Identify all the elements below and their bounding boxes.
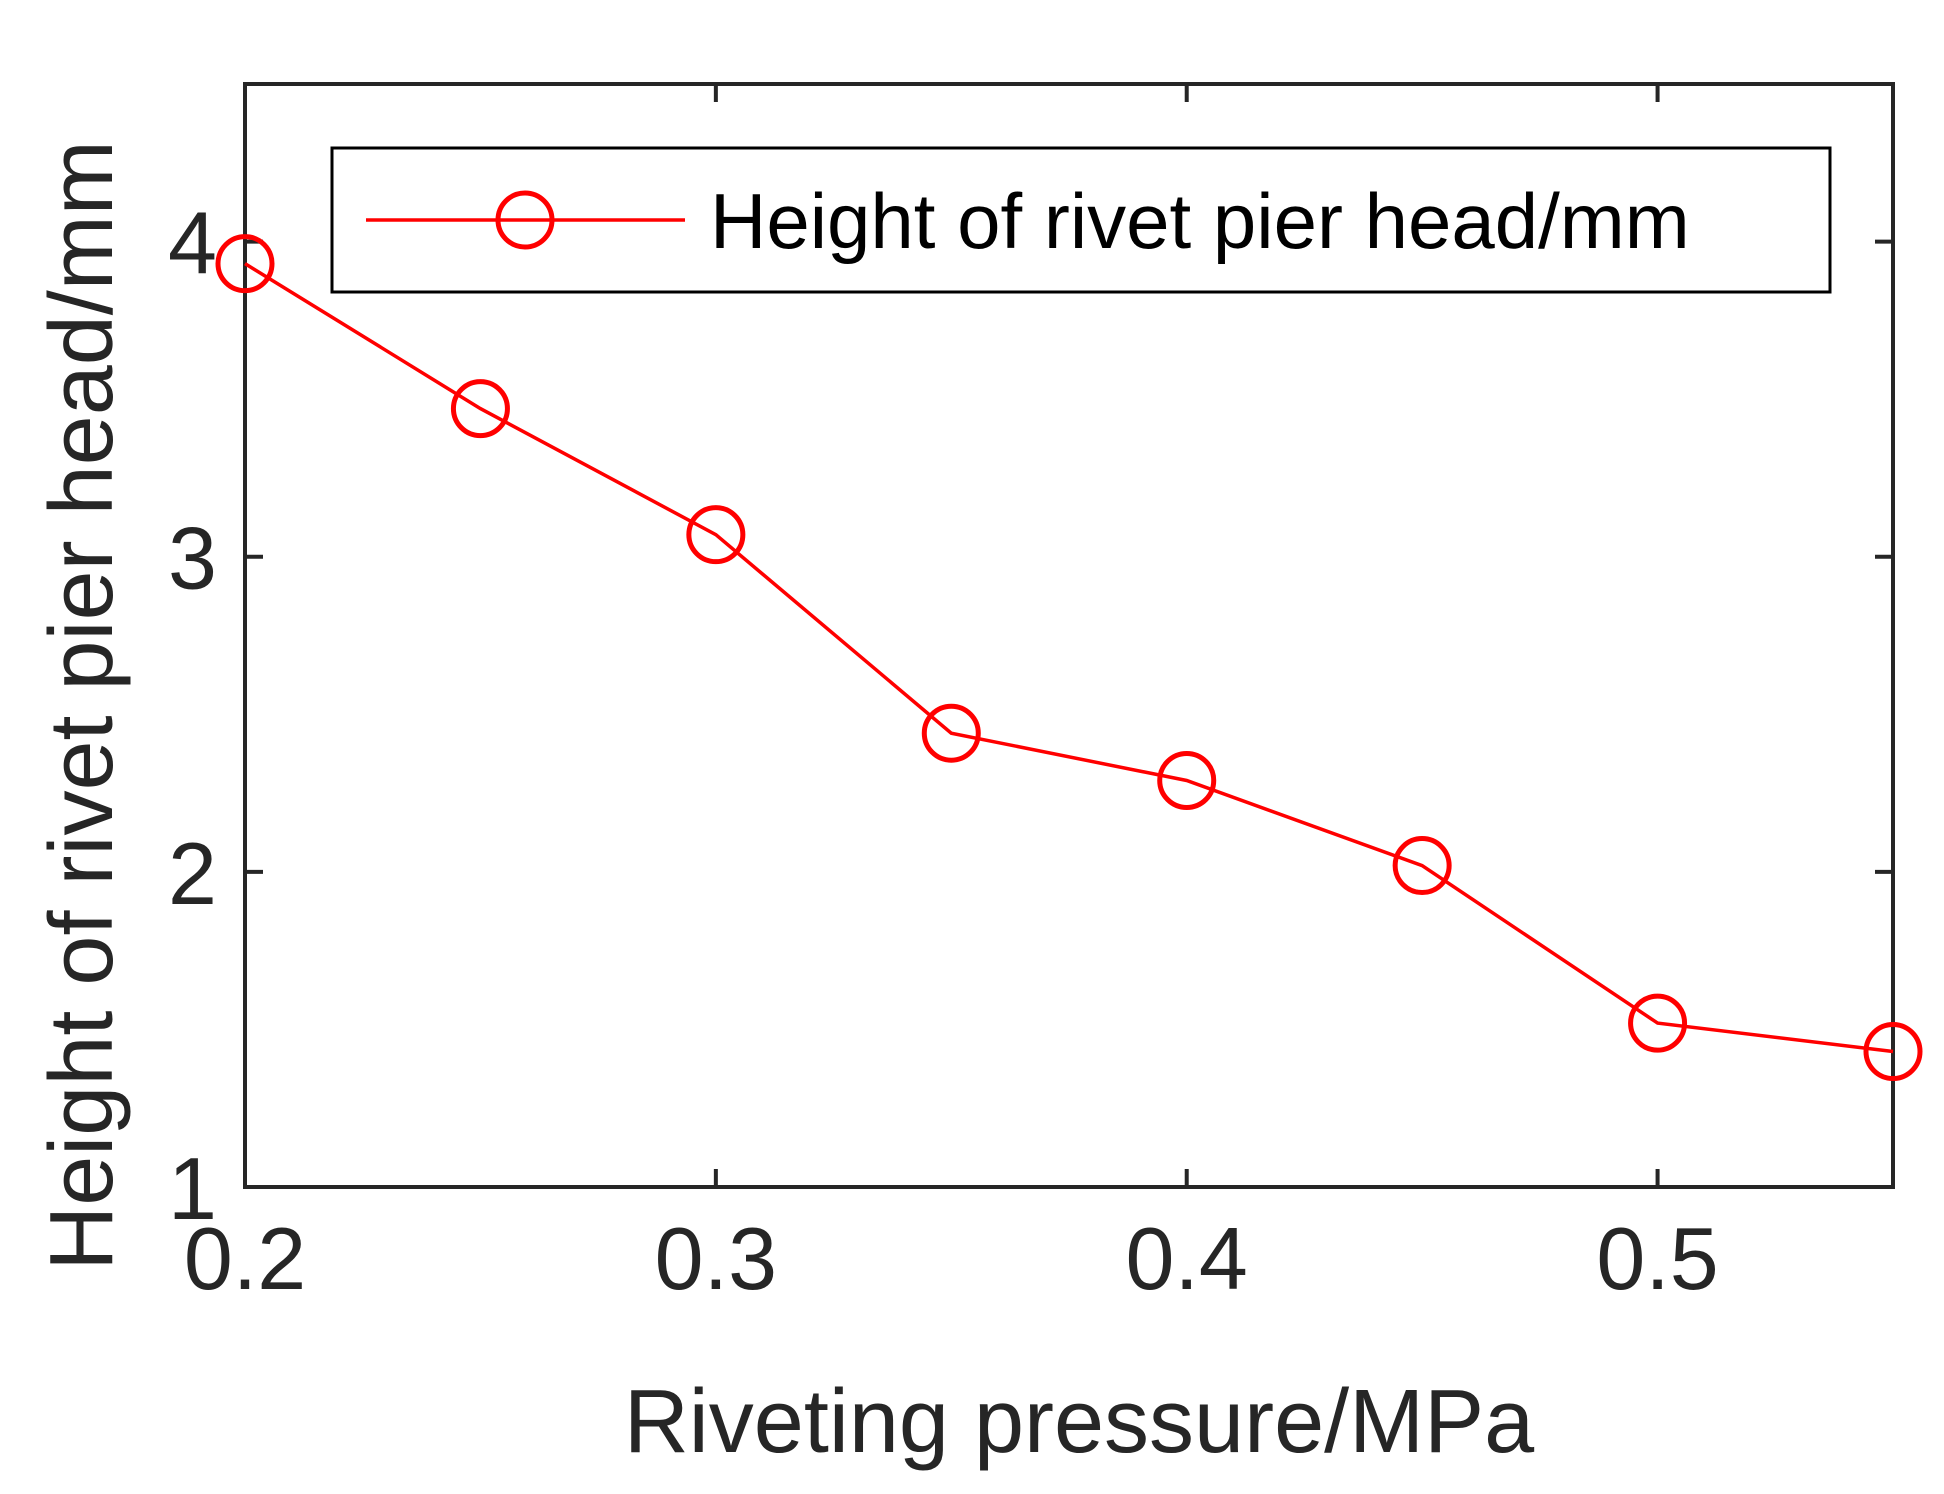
- data-point-marker: [921, 703, 981, 763]
- plot-area-frame: [243, 82, 1895, 1189]
- data-point-marker: [1157, 750, 1217, 810]
- legend: Height of rivet pier head/mm: [330, 146, 1832, 294]
- x-tick-label: 0.3: [655, 1209, 777, 1308]
- series-layer: [215, 234, 1923, 1081]
- y-tick-label: 3: [168, 509, 217, 608]
- data-point-marker: [1628, 993, 1688, 1053]
- data-point-marker: [1392, 836, 1452, 896]
- y-tick-label: 1: [168, 1139, 217, 1238]
- legend-marker-circle: [495, 190, 555, 250]
- data-point-marker: [450, 379, 510, 439]
- data-point-marker: [1863, 1021, 1923, 1081]
- series-line: [244, 262, 1894, 1054]
- data-point-marker: [215, 234, 275, 294]
- x-tick-label: 0.5: [1596, 1209, 1718, 1308]
- y-tick-label: 2: [168, 824, 217, 923]
- legend-entry-label: Height of rivet pier head/mm: [710, 177, 1690, 265]
- x-tick-label: 0.2: [184, 1209, 306, 1308]
- x-axis-label: Riveting pressure/MPa: [624, 1372, 1535, 1472]
- y-axis-label: Height of rivet pier head/mm: [32, 140, 132, 1271]
- x-tick-label: 0.4: [1126, 1209, 1248, 1308]
- tick-labels: 0.2 0.3 0.4 0.5 1 2 3 4: [168, 194, 1719, 1308]
- y-tick-label: 4: [168, 194, 217, 293]
- data-point-marker: [686, 505, 746, 565]
